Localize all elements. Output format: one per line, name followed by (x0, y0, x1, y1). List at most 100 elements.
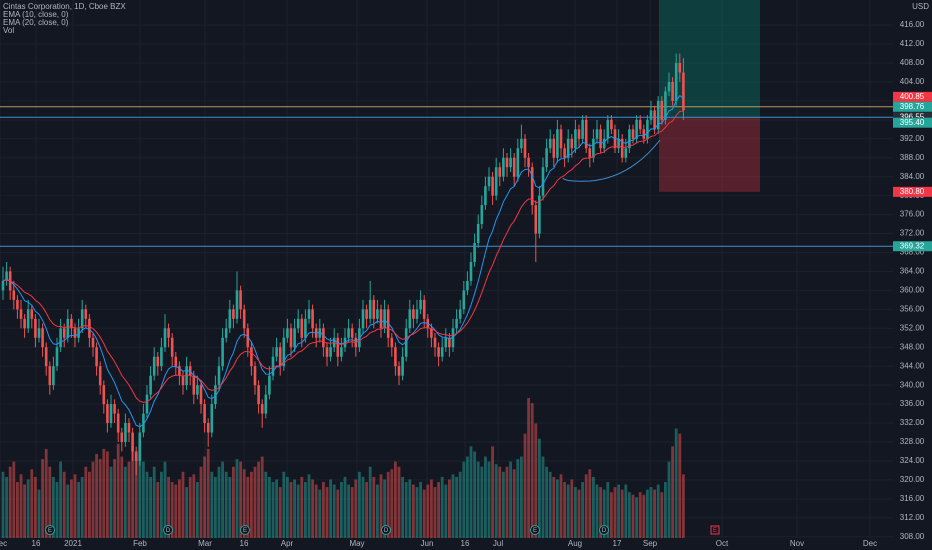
price-lines (0, 106, 893, 247)
volume-label: Vol (3, 26, 14, 35)
candle-body (671, 81, 674, 101)
axis-tag (893, 91, 932, 102)
volume-bar (592, 476, 595, 538)
y-tick-label: 324.00 (900, 456, 925, 465)
volume-bar (98, 459, 102, 538)
x-tick-label: Dec (863, 539, 877, 548)
volume-bar (638, 492, 642, 538)
candle-body (530, 167, 534, 206)
axis-tag-label: 400.85 (900, 92, 925, 101)
volume-bar (660, 492, 664, 538)
drawing-curve (562, 139, 661, 182)
candle-body (480, 205, 484, 225)
candle-body (592, 138, 595, 158)
candle-body (311, 309, 314, 329)
volume-bar (80, 476, 84, 538)
candle-body (116, 413, 120, 433)
volume-bar (145, 471, 149, 538)
volume-bar (124, 466, 127, 538)
volume-bar (332, 484, 336, 538)
volume-bar (37, 489, 41, 538)
volume-bar (354, 479, 358, 538)
candle-body (152, 356, 156, 376)
time-axis: Dec 16 2021 Feb Mar 16 Apr May Jun 16 Jul Aug 17 Sep O… (0, 539, 877, 548)
axis-tag (893, 241, 932, 252)
volume-bar (350, 487, 354, 538)
volume-bar (214, 476, 217, 538)
volume-bar (296, 484, 300, 538)
axis-tag (893, 186, 932, 197)
volume-bar (304, 482, 307, 538)
volume-bar (26, 479, 30, 538)
candle-body (329, 347, 332, 357)
volume-bar (581, 482, 584, 538)
candle-body (394, 347, 397, 367)
candle-body (548, 138, 552, 149)
event-label: E (533, 528, 537, 534)
volume-bar (545, 466, 548, 538)
volume-bar (278, 487, 282, 538)
candle-body (52, 366, 55, 386)
y-tick-label: 412.00 (900, 39, 925, 48)
volume-bar (59, 461, 62, 538)
volume-bar (116, 443, 120, 538)
volume-bar (469, 446, 473, 538)
candle-body (347, 328, 350, 338)
candle-body (498, 167, 502, 177)
volume-bar (224, 471, 228, 538)
axis-tag-label: 398.76 (900, 102, 925, 111)
candle-body (120, 432, 124, 442)
event-marker (163, 525, 173, 535)
candle-body (167, 328, 170, 338)
volume-bar (181, 471, 185, 538)
volume-bar (613, 487, 617, 538)
candle-body (206, 423, 210, 433)
event-label: E (243, 528, 247, 534)
volume-bar (635, 497, 638, 538)
candle-body (440, 347, 444, 357)
volume-bar (138, 441, 142, 538)
x-tick-label: Oct (716, 539, 729, 548)
candle-body (134, 451, 138, 461)
candle-body (282, 337, 286, 367)
volume-bar (631, 494, 635, 538)
candle-body (628, 129, 631, 149)
candle-body (646, 119, 649, 139)
volume-bar (131, 446, 134, 538)
candle-body (401, 356, 404, 376)
volume-bar (250, 471, 253, 538)
volume-bar (642, 494, 646, 538)
x-tick-label: 16 (240, 539, 249, 548)
y-tick-label: 360.00 (900, 286, 925, 295)
candle-body (95, 347, 98, 367)
x-tick-label: Aug (568, 539, 582, 548)
volume-bar (383, 479, 386, 538)
candle-body (109, 404, 113, 424)
volume-bar (588, 469, 592, 538)
candle-body (70, 318, 73, 329)
volume-bar (23, 484, 26, 538)
volume-bar (412, 484, 415, 538)
candle-body (574, 129, 577, 149)
volume-bar (664, 482, 667, 538)
volume-bar (527, 398, 530, 538)
candle-body (667, 81, 671, 92)
candle-body (34, 318, 37, 338)
volume-bar (62, 471, 66, 538)
candle-body (466, 280, 469, 291)
event-marker (599, 525, 609, 535)
candle-body (635, 119, 638, 139)
candle-body (408, 309, 412, 329)
candle-body (383, 309, 386, 329)
candle-body (264, 394, 268, 414)
candle-body (444, 337, 448, 348)
volume-bar (512, 469, 516, 538)
volume-bar (448, 479, 451, 538)
candle-body (552, 138, 556, 158)
candle-body (379, 309, 383, 329)
candle-body (73, 328, 77, 338)
candle-body (527, 157, 530, 168)
y-tick-label: 308.00 (900, 532, 925, 541)
candle-body (124, 423, 127, 442)
candle-body (48, 366, 52, 386)
